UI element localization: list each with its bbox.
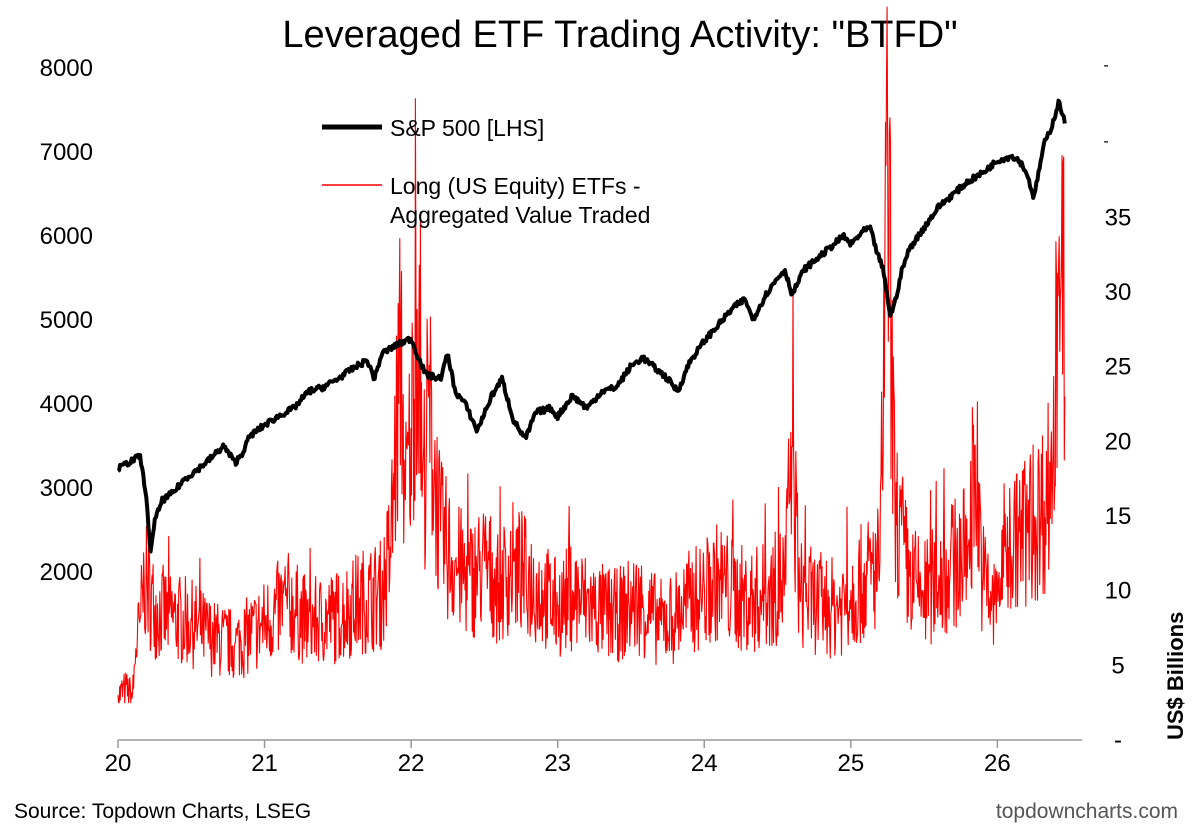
x-tick-label: 20 xyxy=(105,750,132,777)
x-tick-label: 22 xyxy=(398,750,425,777)
right-tick-label: 5 xyxy=(1111,652,1124,679)
etf-series xyxy=(117,6,1066,704)
right-tick-label: 25 xyxy=(1105,354,1132,381)
right-tick-label: - xyxy=(1103,133,1108,150)
right-tick-label: - xyxy=(1114,727,1122,754)
etf-line xyxy=(117,6,1066,704)
right-tick-label: 35 xyxy=(1105,204,1132,231)
x-tick-label: 24 xyxy=(691,750,718,777)
brand-watermark: topdowncharts.com xyxy=(995,800,1178,823)
right-tick-label: - xyxy=(1103,57,1108,74)
x-tick-label: 23 xyxy=(544,750,571,777)
right-tick-label: 20 xyxy=(1105,428,1132,455)
legend: S&P 500 [LHS] Long (US Equity) ETFs - Ag… xyxy=(322,115,650,228)
right-tick-label: 15 xyxy=(1105,503,1132,530)
legend-label-sp500: S&P 500 [LHS] xyxy=(390,115,544,141)
legend-label-etf-line1: Long (US Equity) ETFs - xyxy=(390,173,641,199)
right-axis-label: US$ Billions xyxy=(1163,611,1188,740)
axes: 20 21 22 23 24 25 26 8000 7000 6000 5000 4000 3000 20… xyxy=(40,55,1132,777)
x-tick-label: 25 xyxy=(837,750,864,777)
left-tick-label: 6000 xyxy=(40,223,93,250)
left-tick-label: 8000 xyxy=(40,55,93,82)
left-tick-label: 4000 xyxy=(40,391,93,418)
chart-title: Leveraged ETF Trading Activity: "BTFD" xyxy=(282,14,958,56)
left-tick-label: 2000 xyxy=(40,559,93,586)
sp500-series xyxy=(116,98,1067,554)
sp500-line xyxy=(116,98,1067,554)
source-note: Source: Topdown Charts, LSEG xyxy=(14,800,312,823)
left-tick-label: 5000 xyxy=(40,307,93,334)
legend-label-etf-line2: Aggregated Value Traded xyxy=(390,202,650,228)
x-tick-label: 26 xyxy=(984,750,1011,777)
right-tick-label: 10 xyxy=(1105,578,1132,605)
left-tick-label: 3000 xyxy=(40,475,93,502)
x-tick-label: 21 xyxy=(251,750,278,777)
left-tick-label: 7000 xyxy=(40,139,93,166)
right-tick-label: 30 xyxy=(1105,279,1132,306)
